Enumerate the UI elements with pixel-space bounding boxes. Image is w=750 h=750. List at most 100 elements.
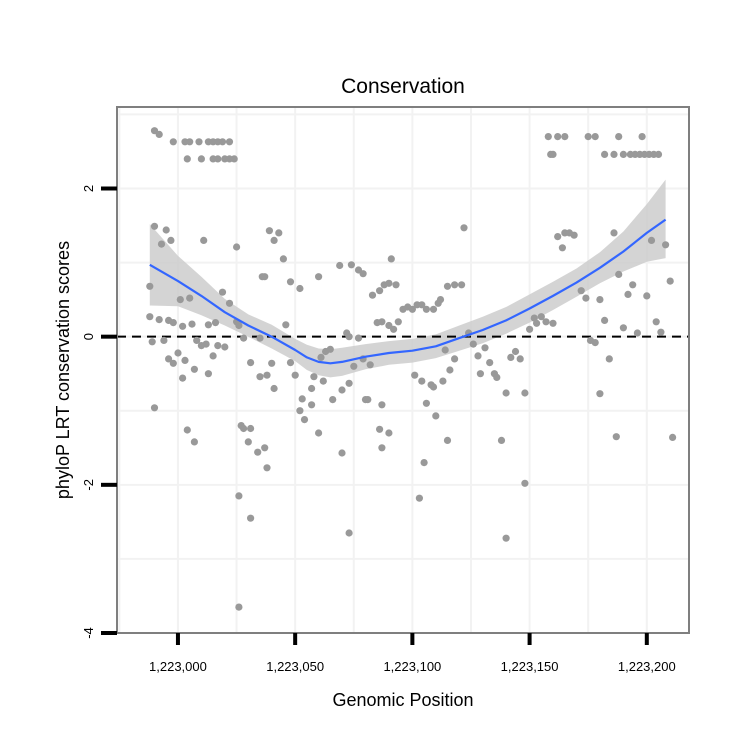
x-tick-label: 1,223,150 xyxy=(501,659,559,674)
x-tick-label: 1,223,100 xyxy=(383,659,441,674)
data-point xyxy=(549,150,557,158)
data-point xyxy=(469,340,477,348)
data-point xyxy=(654,150,663,158)
data-point xyxy=(605,355,613,363)
data-point xyxy=(561,133,569,141)
data-point xyxy=(244,438,252,446)
data-point xyxy=(319,377,327,385)
data-point xyxy=(657,328,665,336)
data-point xyxy=(359,270,367,278)
data-point xyxy=(429,305,438,313)
data-point xyxy=(497,436,506,444)
data-point xyxy=(270,384,278,393)
data-point xyxy=(422,399,430,407)
data-point xyxy=(443,282,452,290)
data-point xyxy=(286,359,295,367)
data-point xyxy=(214,155,222,163)
data-point xyxy=(542,318,550,326)
data-point xyxy=(155,130,163,138)
data-point xyxy=(601,150,609,158)
data-point xyxy=(378,318,386,326)
x-tick-label: 1,223,200 xyxy=(618,659,676,674)
data-point xyxy=(441,346,449,354)
data-point xyxy=(364,396,372,404)
y-axis-label: phyloP LRT conservation scores xyxy=(53,241,73,499)
data-point xyxy=(376,287,384,295)
data-point xyxy=(298,395,306,403)
data-point xyxy=(624,290,632,298)
data-point xyxy=(197,155,205,163)
axes: 1,223,000 1,223,050 1,223,100 1,223,150 1,22… xyxy=(81,185,676,674)
data-point xyxy=(408,305,416,313)
data-point xyxy=(282,321,290,329)
data-point xyxy=(157,240,166,248)
data-point xyxy=(160,336,168,344)
data-point xyxy=(225,299,234,307)
data-point xyxy=(662,241,670,249)
data-point xyxy=(181,356,189,364)
data-point xyxy=(521,389,529,397)
data-point xyxy=(190,438,198,446)
data-point xyxy=(493,373,501,381)
data-point xyxy=(230,155,238,163)
data-point xyxy=(612,433,620,441)
data-point xyxy=(256,373,264,381)
data-point xyxy=(451,281,459,289)
smooth-line xyxy=(149,218,667,365)
data-point xyxy=(350,362,358,370)
data-point xyxy=(265,227,273,235)
data-point xyxy=(502,389,510,397)
y-tick-label: -2 xyxy=(81,479,96,491)
data-point xyxy=(629,281,637,289)
data-point xyxy=(385,279,393,287)
data-point xyxy=(521,479,529,487)
data-point xyxy=(633,329,642,337)
data-point xyxy=(486,359,494,367)
data-point xyxy=(570,231,578,239)
data-point xyxy=(183,155,191,163)
data-point xyxy=(533,319,541,327)
y-tick-label: -4 xyxy=(81,627,96,639)
data-point xyxy=(638,133,646,141)
data-point xyxy=(256,334,264,342)
data-point xyxy=(385,429,393,437)
data-point xyxy=(619,324,628,332)
data-point xyxy=(296,284,304,293)
confidence-band xyxy=(149,179,666,378)
data-point xyxy=(429,383,438,391)
data-point xyxy=(460,224,468,232)
data-point xyxy=(619,150,628,158)
data-point xyxy=(209,352,217,360)
chart-title: Conservation xyxy=(341,75,465,98)
data-point xyxy=(218,288,227,296)
data-point xyxy=(474,352,482,360)
data-point xyxy=(549,319,557,327)
data-point xyxy=(544,133,552,141)
data-point xyxy=(378,444,386,452)
data-point xyxy=(308,401,316,409)
data-point xyxy=(591,339,599,347)
data-point xyxy=(179,374,187,382)
confidence-band-layer xyxy=(149,179,666,378)
panel-border xyxy=(116,106,690,634)
data-point xyxy=(146,313,154,321)
data-point xyxy=(446,366,454,374)
data-point xyxy=(204,321,212,329)
data-point xyxy=(418,301,426,309)
data-point xyxy=(584,133,592,141)
data-point xyxy=(247,424,255,433)
data-point xyxy=(338,449,346,457)
data-point xyxy=(200,236,208,244)
data-point xyxy=(218,138,227,146)
data-point xyxy=(308,384,316,393)
data-point xyxy=(418,377,426,385)
data-point xyxy=(610,229,618,237)
data-point xyxy=(261,273,269,281)
data-point xyxy=(577,287,585,295)
data-point xyxy=(188,320,196,328)
data-point xyxy=(195,138,203,146)
x-tick-label: 1,223,050 xyxy=(266,659,324,674)
data-point xyxy=(275,229,283,237)
data-point xyxy=(669,433,677,441)
data-point xyxy=(148,338,156,346)
